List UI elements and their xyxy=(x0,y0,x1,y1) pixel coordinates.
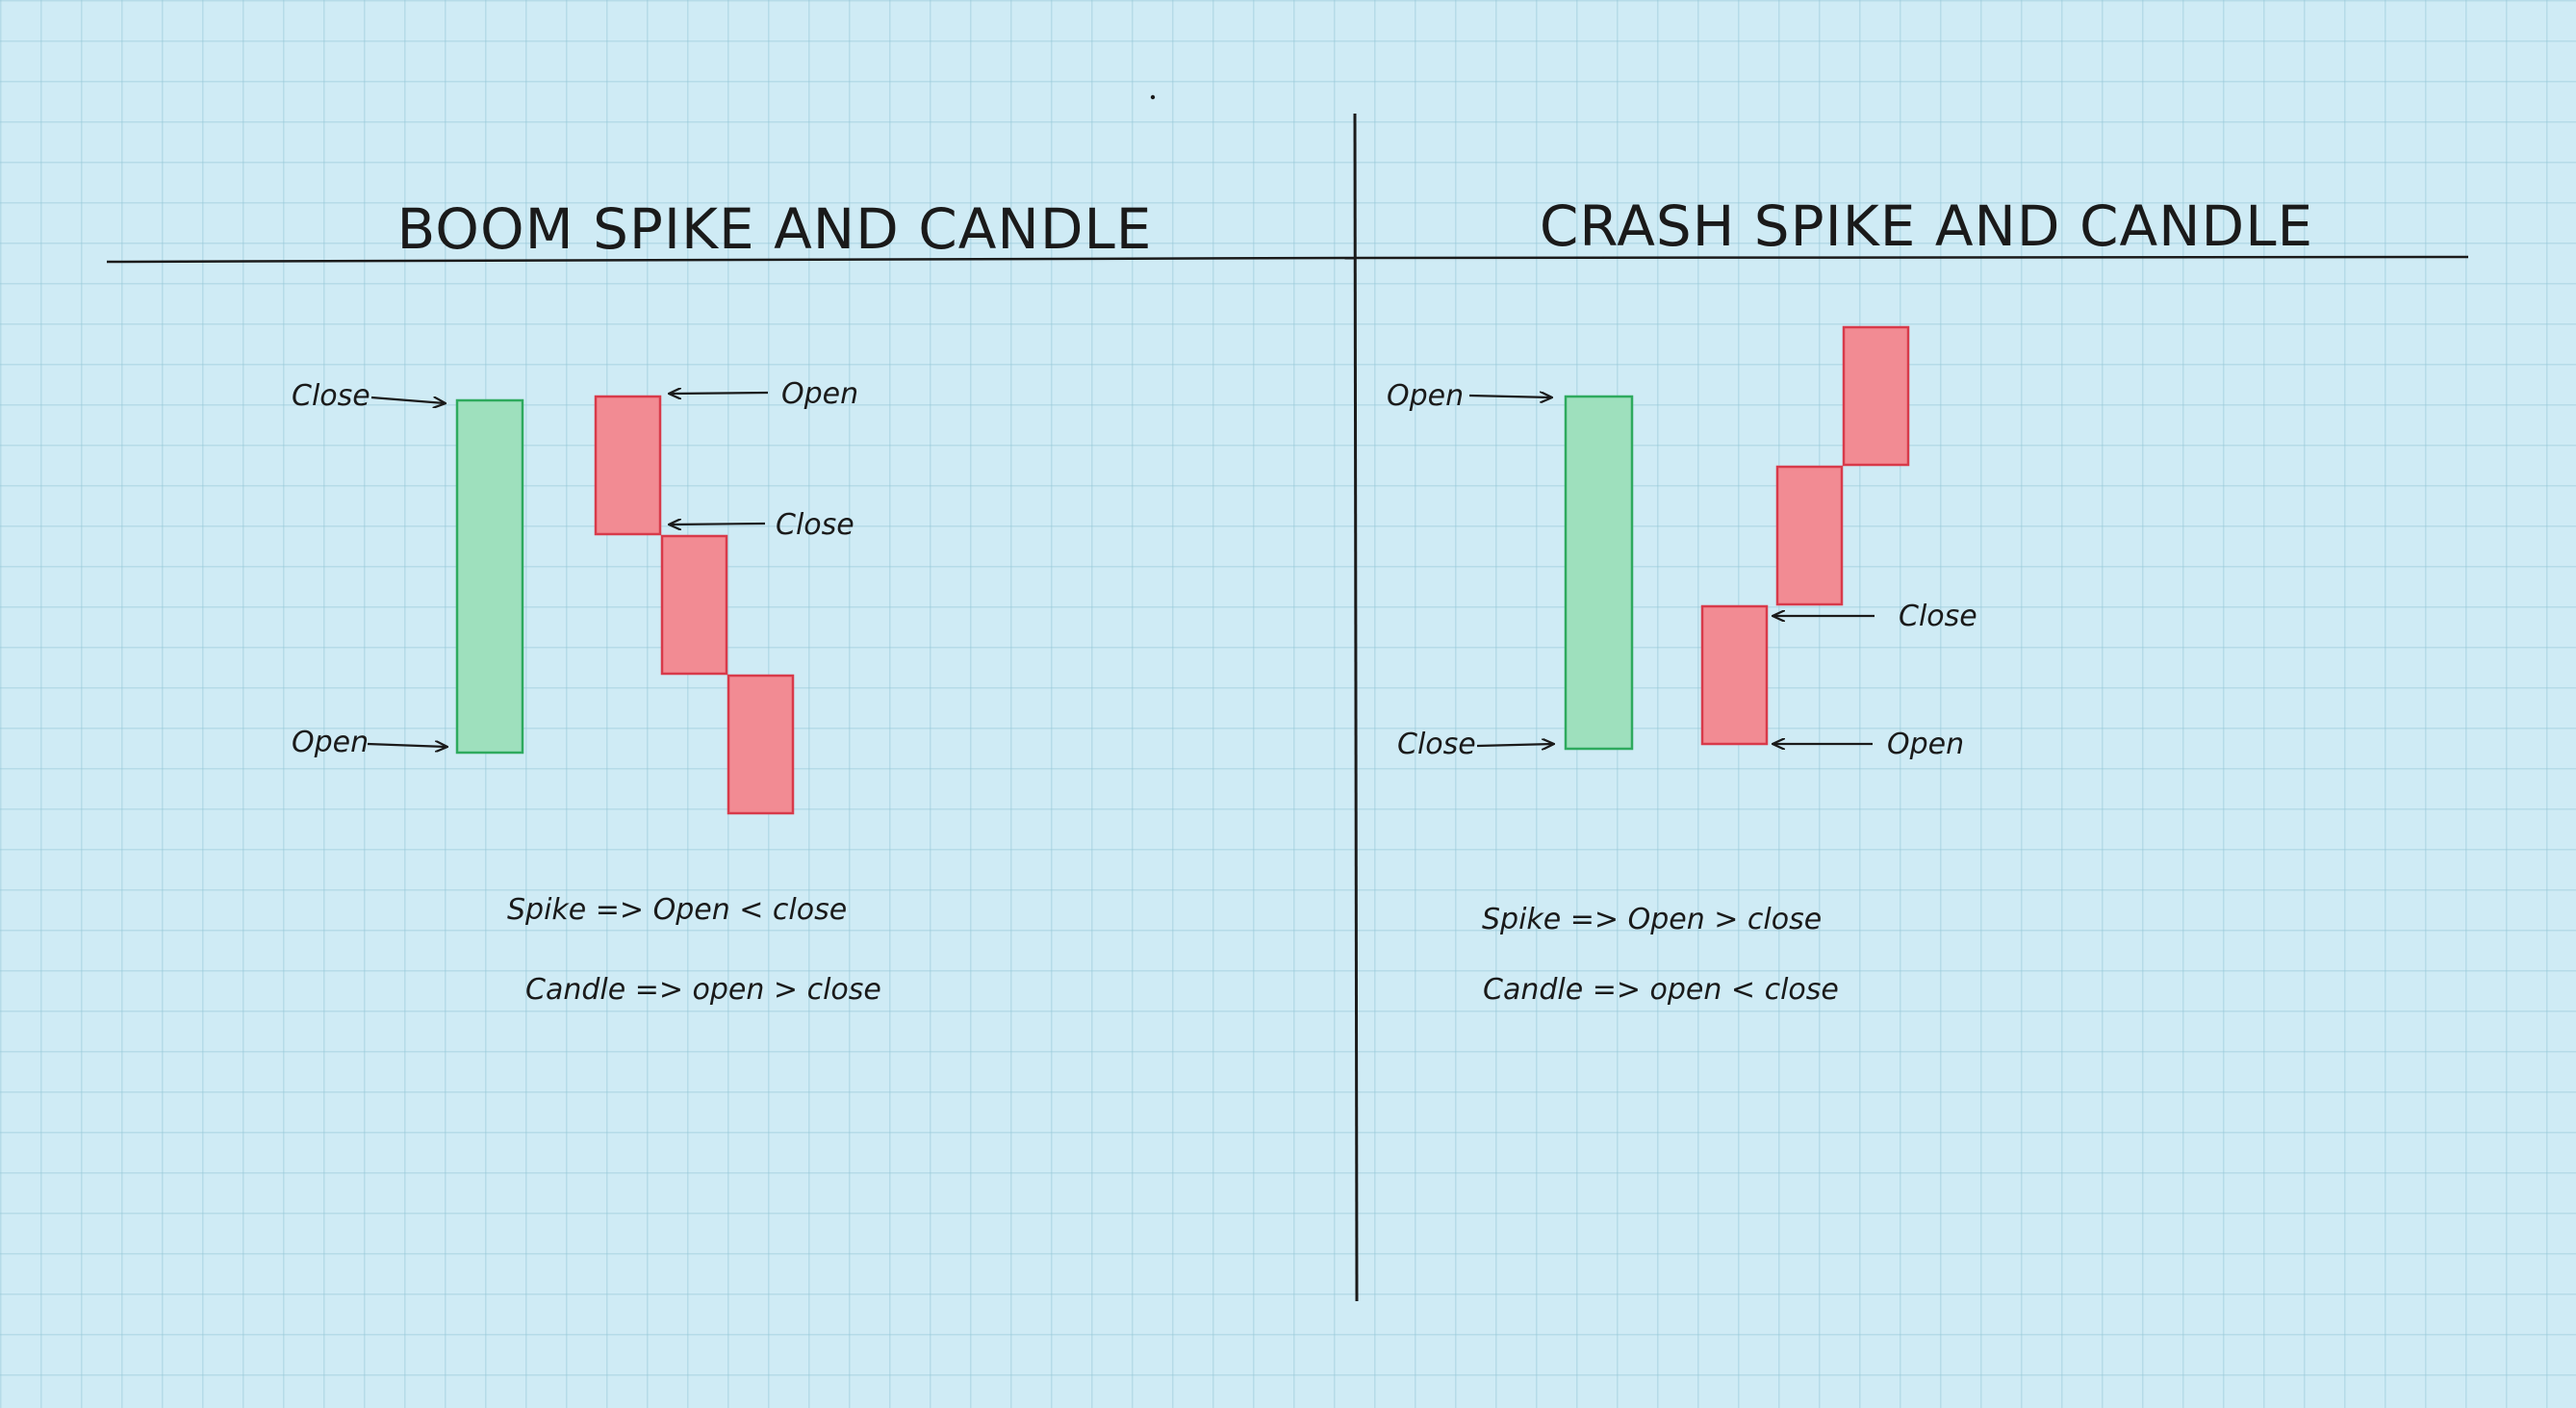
boom-title: BOOM SPIKE AND CANDLE xyxy=(397,196,1153,262)
crash-spike-open-arrow xyxy=(1468,396,1551,397)
crash-candle-3 xyxy=(1842,325,1910,467)
crash-spike-close-arrow xyxy=(1476,744,1553,746)
stray-dot xyxy=(1150,94,1156,100)
heading-underline-left xyxy=(106,256,1356,264)
boom-candle-close-label: Close xyxy=(776,508,854,542)
boom-spike-open-arrow xyxy=(367,744,446,747)
crash-title: CRASH SPIKE AND CANDLE xyxy=(1540,193,2313,259)
crash-spike-candle xyxy=(1564,395,1634,751)
crash-candle-open-label: Open xyxy=(1887,728,1964,761)
crash-candle-formula: Candle => open < close xyxy=(1483,973,1839,1007)
boom-candle-formula: Candle => open > close xyxy=(525,973,881,1007)
crash-spike-close-label: Close xyxy=(1397,728,1476,761)
crash-candle-2 xyxy=(1775,465,1844,606)
boom-candle-3 xyxy=(727,674,795,815)
boom-candle-open-arrow xyxy=(670,393,769,394)
crash-spike-formula: Spike => Open > close xyxy=(1482,903,1822,936)
crash-candle-close-label: Close xyxy=(1899,600,1977,633)
boom-candle-1 xyxy=(594,395,662,536)
boom-spike-close-arrow xyxy=(370,396,445,403)
crash-spike-open-label: Open xyxy=(1387,379,1464,413)
crash-candle-1 xyxy=(1700,604,1769,746)
boom-candle-2 xyxy=(660,534,728,676)
boom-spike-open-label: Open xyxy=(292,726,369,759)
vertical-divider xyxy=(1353,113,1359,1302)
boom-spike-close-label: Close xyxy=(292,379,370,413)
boom-candle-open-label: Open xyxy=(781,377,858,411)
boom-candle-close-arrow xyxy=(670,524,766,525)
heading-underline-right xyxy=(1354,255,2469,260)
boom-spike-candle xyxy=(455,398,524,755)
boom-spike-formula: Spike => Open < close xyxy=(507,893,847,927)
